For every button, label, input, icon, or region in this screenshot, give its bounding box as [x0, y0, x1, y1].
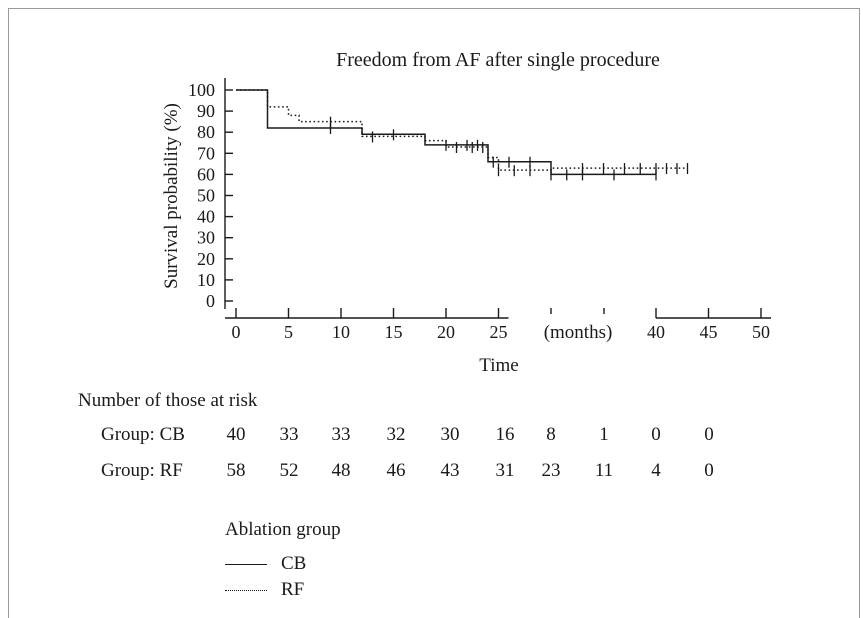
x-tick-label: 10	[332, 322, 350, 342]
y-tick-label: 20	[197, 249, 215, 269]
risk-table-heading: Number of those at risk	[78, 390, 258, 411]
x-tick-label: 50	[752, 322, 770, 342]
risk-cell: 52	[279, 460, 299, 481]
x-tick-label: 0	[232, 322, 241, 342]
x-axis: 0 5 10 15 20 25 40 45 50	[225, 308, 771, 342]
curve-rf	[236, 89, 688, 171]
x-tick-label: 45	[700, 322, 718, 342]
y-axis-label: Survival probability (%)	[161, 103, 182, 289]
chart-title: Freedom from AF after single procedure	[336, 49, 660, 71]
x-tick-label: 25	[490, 322, 508, 342]
risk-cell: 33	[279, 424, 299, 445]
curve-cb	[236, 89, 656, 176]
risk-cell: 40	[226, 424, 246, 445]
risk-cell: 33	[331, 424, 351, 445]
km-chart: Freedom from AF after single procedure S…	[161, 49, 771, 376]
risk-cell: 0	[704, 460, 714, 481]
y-tick-label: 30	[197, 228, 215, 248]
risk-cell: 8	[546, 424, 556, 445]
risk-cell: 58	[226, 460, 246, 481]
y-tick-label: 60	[197, 164, 215, 184]
risk-cell: 30	[440, 424, 460, 445]
risk-cell: 43	[440, 460, 460, 481]
y-tick-label: 100	[188, 80, 215, 100]
x-tick-label: 20	[437, 322, 455, 342]
y-tick-label: 50	[197, 186, 215, 206]
y-tick-label: 40	[197, 207, 215, 227]
y-tick-label: 10	[197, 270, 215, 290]
survival-curves	[236, 89, 689, 181]
legend-title: Ablation group	[225, 519, 341, 540]
risk-cell: 31	[495, 460, 515, 481]
legend-label-rf: RF	[281, 579, 305, 600]
risk-row-label: Group: RF	[101, 460, 183, 481]
x-tick-label: 5	[284, 322, 293, 342]
legend-solid-line	[225, 564, 267, 565]
risk-cell: 4	[651, 460, 661, 481]
y-tick-label: 0	[206, 291, 215, 311]
x-tick-label: 15	[385, 322, 403, 342]
y-tick-label: 70	[197, 143, 215, 163]
risk-cell: 48	[331, 460, 351, 481]
risk-cell: 11	[594, 460, 614, 481]
y-tick-label: 90	[197, 101, 215, 121]
x-axis-label: Time	[479, 355, 518, 376]
risk-cell: 16	[495, 424, 515, 445]
legend-dotted-line	[225, 590, 267, 591]
risk-cell: 0	[704, 424, 714, 445]
risk-cell: 32	[386, 424, 406, 445]
y-tick-label: 80	[197, 122, 215, 142]
figure-frame	[8, 8, 860, 618]
legend-label-cb: CB	[281, 553, 307, 574]
risk-cell: 1	[599, 424, 609, 445]
risk-cell: 46	[386, 460, 406, 481]
x-tick-label: 40	[647, 322, 665, 342]
risk-cell: 23	[541, 460, 561, 481]
x-unit-label: (months)	[544, 322, 613, 343]
risk-cell: 0	[651, 424, 661, 445]
risk-row-label: Group: CB	[101, 424, 185, 445]
